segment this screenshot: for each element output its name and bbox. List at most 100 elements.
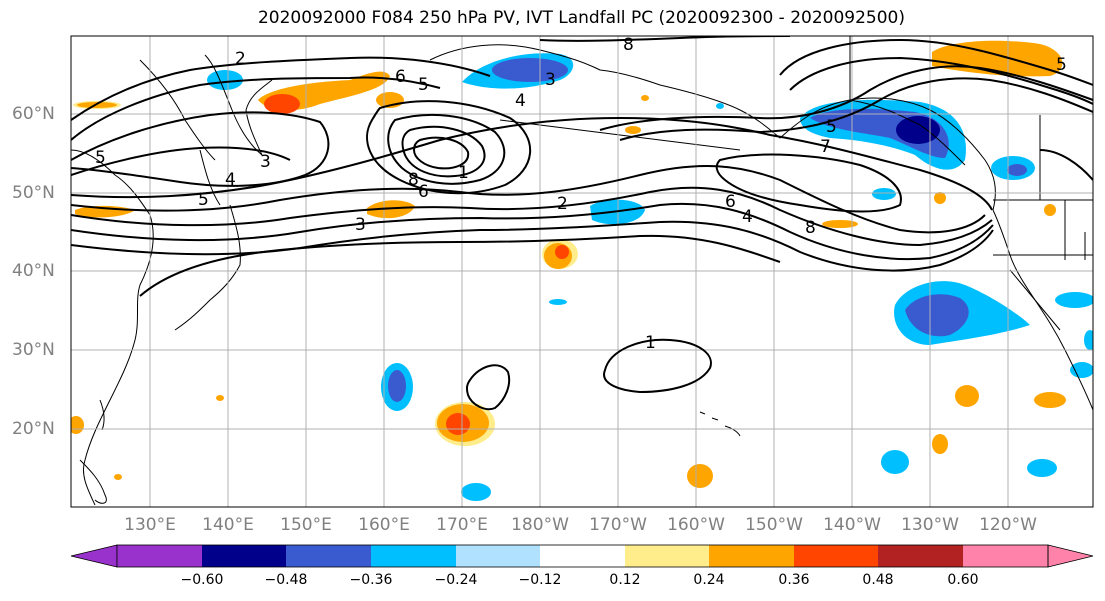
colorbar [70, 544, 1094, 568]
colorbar-tick: 0.36 [778, 572, 810, 588]
shade-patch [388, 370, 406, 402]
contour-label: 4 [225, 170, 236, 190]
pv-contour [603, 338, 712, 394]
lat-label-20n: 20°N [12, 419, 55, 439]
shade-patch [932, 434, 948, 454]
contour-label: 1 [458, 163, 469, 183]
shade-patch [1055, 292, 1093, 308]
shade-patch [822, 220, 858, 228]
lat-label-30n: 30°N [12, 340, 55, 360]
lon-label-160e: 160°E [358, 515, 410, 535]
contour-label: 8 [408, 170, 419, 190]
pv-contour [71, 116, 993, 211]
shade-patch [461, 483, 491, 501]
colorbar-extend-high [1047, 544, 1094, 568]
colorbar-tick: 0.12 [609, 572, 641, 588]
contour-label: 5 [1056, 55, 1067, 75]
coastline-aleutians [499, 119, 741, 151]
colorbar-extend-low [70, 544, 118, 568]
colorbar-swatch [963, 545, 1048, 567]
lon-label-150w: 150°W [745, 515, 803, 535]
coastline-layer [71, 36, 1093, 506]
pv-contour [71, 186, 993, 247]
pv-contour [1039, 149, 1093, 181]
contour-label: 5 [198, 190, 209, 210]
shade-patch [1007, 164, 1027, 176]
lon-label-160w: 160°W [667, 515, 725, 535]
colorbar-tick: −0.60 [180, 572, 224, 588]
colorbar-swatch [878, 545, 963, 567]
contour-label: 8 [623, 35, 634, 55]
pv-contour [71, 111, 330, 187]
shade-patch [896, 116, 940, 144]
pv-contour [539, 36, 791, 42]
coastline-alaska [429, 44, 996, 211]
colorbar-tick: −0.48 [264, 572, 308, 588]
colorbar-border [116, 544, 1049, 568]
contour-label: 1 [645, 333, 656, 353]
coastline-hawaii [699, 411, 741, 437]
shade-patch [1084, 330, 1093, 350]
contour-label: 8 [805, 218, 816, 238]
lat-label-60n: 60°N [12, 104, 55, 124]
contour-label: 4 [742, 207, 753, 227]
shade-patch [872, 188, 896, 200]
shade-patch [1027, 459, 1057, 477]
shade-patch [641, 95, 649, 101]
lon-label-170w: 170°W [589, 515, 647, 535]
shade-patch [555, 245, 569, 259]
lon-label-130w: 130°W [901, 515, 959, 535]
colorbar-tick: 0.48 [862, 572, 894, 588]
shade-patch [881, 450, 909, 474]
shade-patch [71, 416, 84, 434]
colorbar-swatch [286, 545, 371, 567]
shade-patch [264, 94, 300, 114]
pv-contour [71, 164, 986, 234]
pv-contour [779, 38, 1093, 86]
shade-patch [216, 395, 224, 401]
shade-patch [687, 464, 713, 488]
coastline-philippines [79, 459, 107, 504]
contour-label: 6 [725, 192, 736, 212]
lon-label-130e: 130°E [124, 515, 176, 535]
pv-contour [71, 76, 441, 141]
coastline-sakhalin [199, 149, 221, 206]
contour-label: 7 [820, 137, 831, 157]
shade-patch [549, 299, 567, 305]
map-title: 2020092000 F084 250 hPa PV, IVT Landfall… [257, 8, 905, 28]
pv-contour [366, 100, 532, 195]
shade-patch [955, 385, 979, 407]
shade-patch [932, 40, 1063, 77]
contour-label: 3 [545, 70, 556, 90]
pv-contour [71, 202, 994, 261]
shade-patch [1070, 362, 1093, 378]
pv-contour [715, 153, 902, 213]
pv-contour [387, 113, 506, 185]
contour-label: 3 [355, 215, 366, 235]
border-states [993, 115, 1093, 331]
lon-label-140e: 140°E [202, 515, 254, 535]
colorbar-tick: −0.36 [349, 572, 393, 588]
lon-label-140w: 140°W [823, 515, 881, 535]
colorbar-swatch [794, 545, 878, 567]
colorbar-swatch [540, 545, 625, 567]
colorbar-tick: −0.12 [518, 572, 562, 588]
pv-contour [71, 56, 491, 121]
colorbar-swatch [625, 545, 709, 567]
coastline-okhotsk [139, 59, 216, 161]
colorbar-swatch [371, 545, 456, 567]
lat-label-50n: 50°N [12, 183, 55, 203]
shade-patch [934, 192, 946, 204]
coastline-japan [174, 204, 241, 331]
colorbar-swatch [117, 545, 202, 567]
shade-patch [1044, 204, 1056, 216]
pv-contour [139, 234, 781, 297]
contour-label: 6 [418, 182, 429, 202]
shade-patch [492, 58, 568, 82]
pv-contour [789, 56, 1093, 105]
contour-label: 2 [235, 49, 246, 69]
pv-contour [465, 364, 511, 411]
shade-patch [905, 294, 969, 337]
map-frame [70, 35, 1094, 508]
contour-labels: 1 1 2 2 3 3 3 4 4 4 5 5 5 5 5 6 6 6 7 8 … [95, 35, 1067, 353]
